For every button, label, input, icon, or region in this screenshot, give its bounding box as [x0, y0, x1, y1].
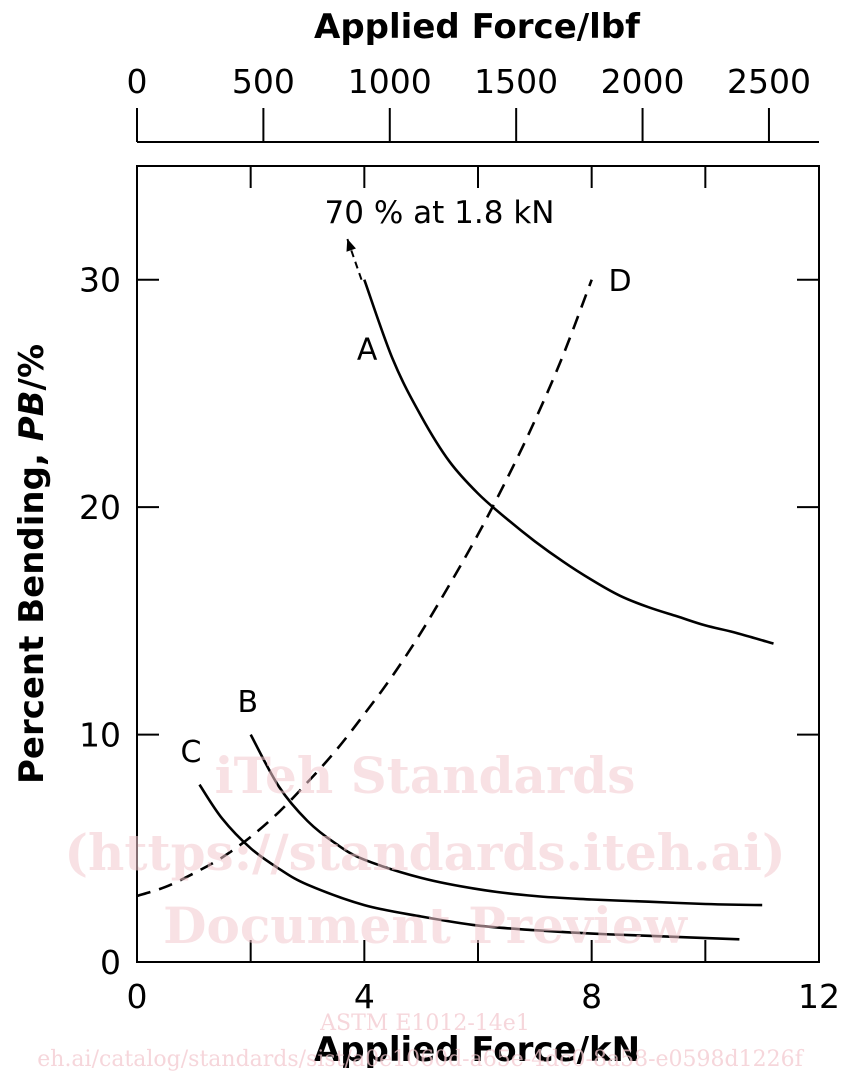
curve-labels: A B C D	[181, 264, 632, 770]
top-axis-tick-label: 2500	[727, 62, 811, 101]
watermark-footer-code: ASTM E1012-14e1	[319, 1011, 530, 1036]
series-layer	[136, 279, 774, 941]
series-b-line	[249, 733, 763, 907]
y-tick-label: 20	[79, 488, 121, 527]
top-axis-tick-label: 500	[232, 62, 295, 101]
top-axis: Applied Force/lbf 0 500 1000 1500 2000 2500	[127, 7, 819, 143]
x-tick-label: 8	[581, 977, 602, 1016]
watermark: iTeh Standards (https://standards.iteh.a…	[37, 746, 804, 1072]
x-tick-label: 4	[354, 977, 375, 1016]
y-axis-title-suffix: /%	[12, 344, 52, 390]
series-d-line	[136, 279, 593, 898]
y-axis-title: Percent Bending, PB/%	[12, 344, 52, 784]
watermark-line-1: iTeh Standards	[215, 746, 636, 805]
y-tick-label: 30	[79, 261, 121, 300]
curve-label-b: B	[238, 685, 259, 720]
annotation-arrowhead	[346, 238, 356, 252]
curve-label-d: D	[609, 264, 632, 299]
y-tick-label: 0	[100, 943, 121, 982]
annotation-text: 70 % at 1.8 kN	[325, 195, 555, 231]
y-tick-label: 10	[79, 716, 121, 755]
y-axis-title-italic: PB	[12, 390, 52, 441]
top-axis-tick-label: 1500	[474, 62, 558, 101]
series-a-line	[363, 279, 774, 645]
y-axis-title-prefix: Percent Bending,	[12, 441, 52, 784]
top-axis-title: Applied Force/lbf	[314, 7, 641, 47]
frame-ticks	[136, 166, 820, 963]
x-tick-label: 0	[127, 977, 148, 1016]
curve-label-c: C	[181, 735, 202, 770]
watermark-line-2: (https://standards.iteh.ai)	[64, 823, 785, 882]
series-c-line	[198, 783, 740, 941]
annotation: 70 % at 1.8 kN	[325, 195, 555, 281]
tick-labels: 0 4 8 12 0 10 20 30	[79, 261, 840, 1016]
top-axis-ticks: 0 500 1000 1500 2000 2500	[127, 62, 811, 142]
top-axis-tick-label: 2000	[601, 62, 685, 101]
x-axis-title: Applied Force/kN	[314, 1030, 640, 1070]
top-axis-tick-label: 0	[127, 62, 148, 101]
x-tick-label: 12	[798, 977, 840, 1016]
top-axis-tick-label: 1000	[348, 62, 432, 101]
curve-label-a: A	[357, 332, 378, 367]
watermark-footer-url: eh.ai/catalog/standards/sist/a0e1060d-a6…	[37, 1047, 804, 1072]
watermark-line-3: Document Preview	[163, 896, 689, 955]
